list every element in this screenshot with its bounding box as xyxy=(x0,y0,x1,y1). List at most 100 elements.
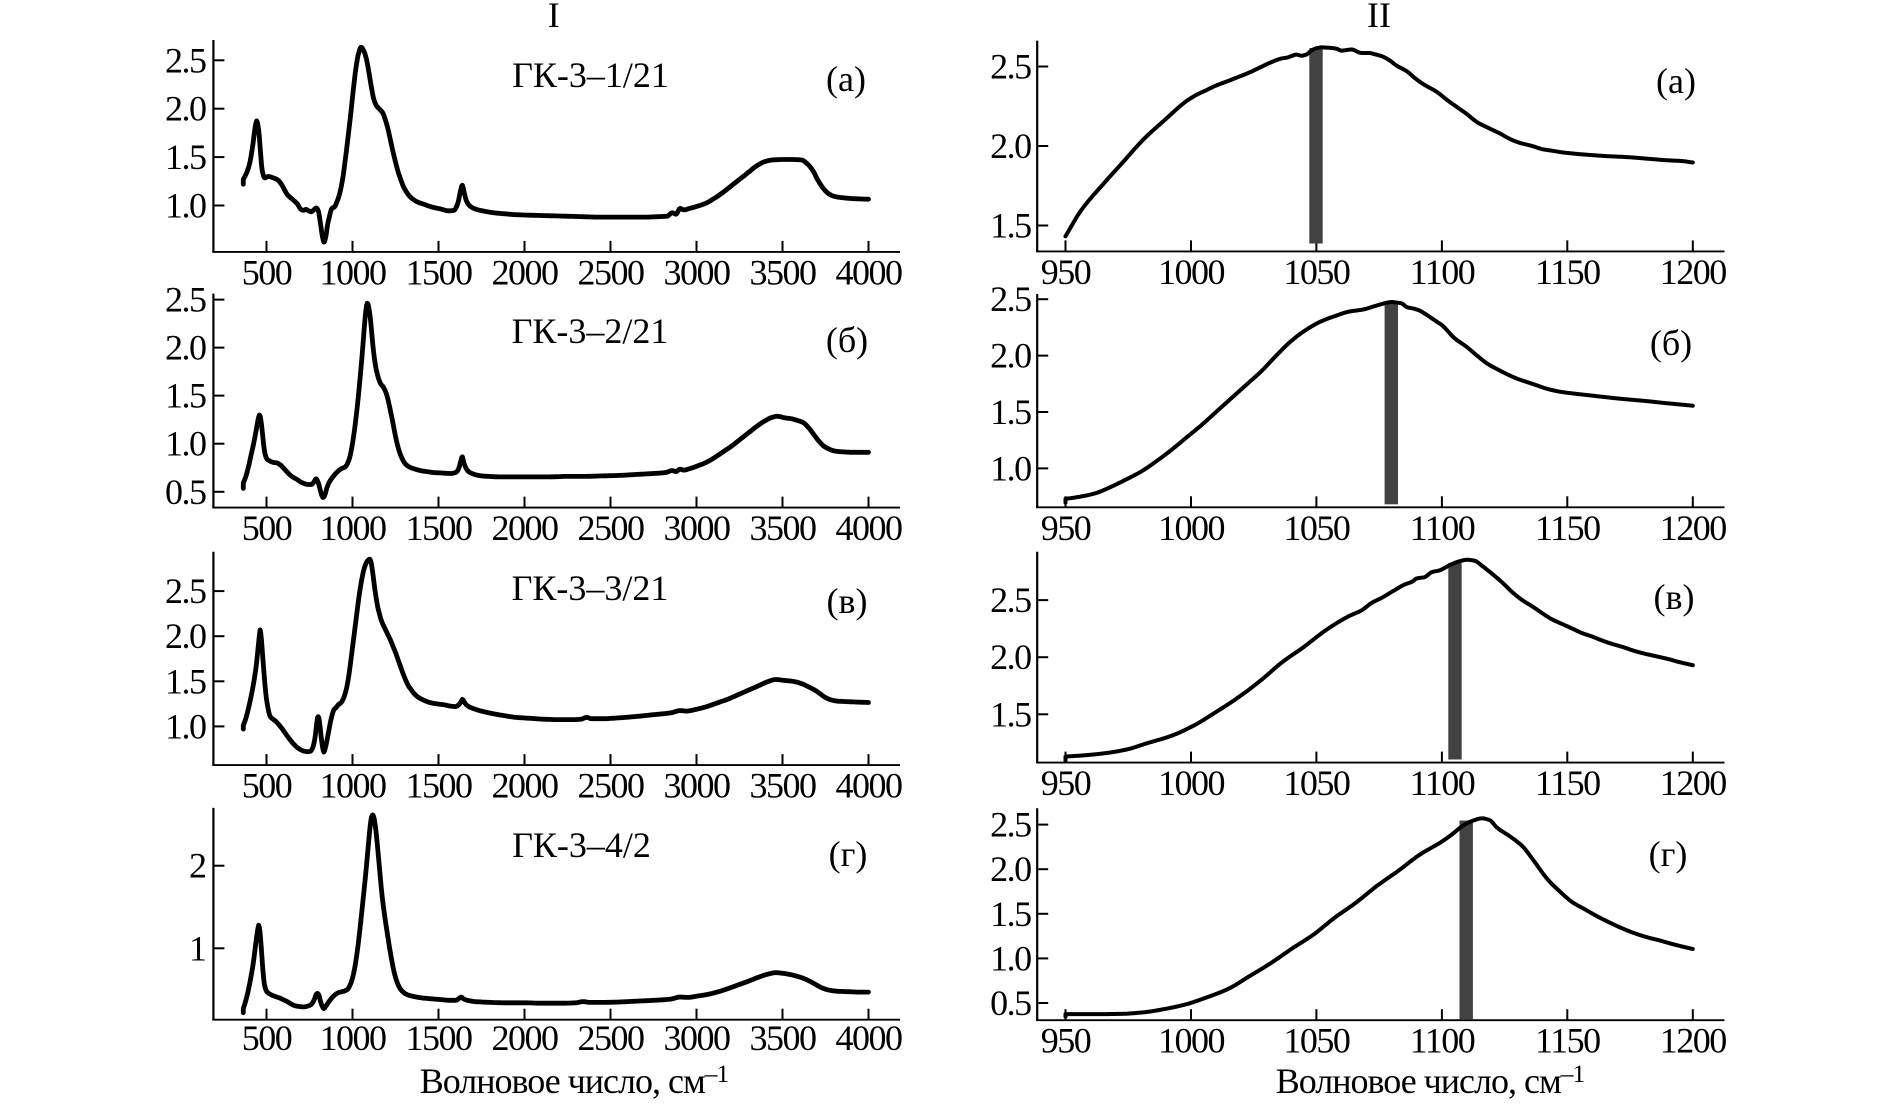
svg-text:1.5: 1.5 xyxy=(990,894,1031,934)
svg-text:1.5: 1.5 xyxy=(990,694,1031,734)
svg-text:0.5: 0.5 xyxy=(165,472,206,512)
svg-text:2.0: 2.0 xyxy=(990,336,1031,376)
svg-text:2.0: 2.0 xyxy=(165,328,206,368)
svg-text:3000: 3000 xyxy=(664,508,731,548)
svg-text:Волновое число, см–1: Волновое число, см–1 xyxy=(1276,1059,1585,1101)
svg-text:4000: 4000 xyxy=(836,766,903,806)
svg-text:1150: 1150 xyxy=(1535,508,1600,548)
svg-text:1.5: 1.5 xyxy=(165,137,206,177)
svg-text:2.0: 2.0 xyxy=(990,637,1031,677)
svg-text:ГК-3–2/21: ГК-3–2/21 xyxy=(512,311,669,351)
svg-text:1000: 1000 xyxy=(1158,763,1225,803)
svg-text:1050: 1050 xyxy=(1283,1021,1350,1061)
svg-text:1000: 1000 xyxy=(320,252,387,292)
svg-text:1.0: 1.0 xyxy=(165,706,206,746)
svg-text:1.0: 1.0 xyxy=(165,424,206,464)
svg-text:1200: 1200 xyxy=(1660,508,1727,548)
svg-text:(г): (г) xyxy=(1649,834,1688,874)
svg-text:500: 500 xyxy=(242,508,292,548)
svg-text:1000: 1000 xyxy=(320,508,387,548)
svg-text:500: 500 xyxy=(242,252,292,292)
svg-text:950: 950 xyxy=(1041,1021,1091,1061)
svg-text:1150: 1150 xyxy=(1535,1021,1600,1061)
svg-text:1050: 1050 xyxy=(1283,763,1350,803)
svg-text:1000: 1000 xyxy=(1158,508,1225,548)
svg-text:1100: 1100 xyxy=(1410,252,1475,292)
svg-text:2500: 2500 xyxy=(578,508,645,548)
svg-text:3500: 3500 xyxy=(750,766,817,806)
svg-text:1500: 1500 xyxy=(406,252,473,292)
svg-text:2.5: 2.5 xyxy=(990,47,1031,87)
svg-text:1100: 1100 xyxy=(1410,508,1475,548)
svg-text:1500: 1500 xyxy=(406,1018,473,1058)
svg-text:2.5: 2.5 xyxy=(165,40,206,80)
svg-text:1.0: 1.0 xyxy=(990,938,1031,978)
svg-text:3000: 3000 xyxy=(664,252,731,292)
svg-text:3500: 3500 xyxy=(750,508,817,548)
svg-text:(в): (в) xyxy=(1654,577,1695,617)
svg-text:2000: 2000 xyxy=(492,252,559,292)
svg-text:3000: 3000 xyxy=(664,1018,731,1058)
svg-text:(а): (а) xyxy=(826,59,866,99)
svg-text:2000: 2000 xyxy=(492,766,559,806)
svg-text:2.5: 2.5 xyxy=(165,280,206,320)
svg-text:3500: 3500 xyxy=(750,252,817,292)
svg-text:2000: 2000 xyxy=(492,508,559,548)
svg-text:ГК-3–4/2: ГК-3–4/2 xyxy=(512,825,651,865)
svg-text:1000: 1000 xyxy=(320,766,387,806)
svg-text:1200: 1200 xyxy=(1660,763,1727,803)
svg-text:2500: 2500 xyxy=(578,1018,645,1058)
svg-text:(а): (а) xyxy=(1656,61,1696,101)
svg-text:(б): (б) xyxy=(1650,323,1692,363)
svg-text:4000: 4000 xyxy=(836,252,903,292)
svg-text:ГК-3–1/21: ГК-3–1/21 xyxy=(512,55,669,95)
svg-text:950: 950 xyxy=(1041,763,1091,803)
svg-text:1.0: 1.0 xyxy=(990,448,1031,488)
svg-text:4000: 4000 xyxy=(836,1018,903,1058)
svg-text:2.0: 2.0 xyxy=(990,126,1031,166)
svg-text:2.5: 2.5 xyxy=(990,580,1031,620)
svg-text:2.0: 2.0 xyxy=(990,849,1031,889)
svg-text:I: I xyxy=(548,0,560,35)
svg-text:2.5: 2.5 xyxy=(990,805,1031,845)
svg-text:0.5: 0.5 xyxy=(990,983,1031,1023)
svg-text:3000: 3000 xyxy=(664,766,731,806)
svg-text:2.5: 2.5 xyxy=(165,571,206,611)
svg-text:1200: 1200 xyxy=(1660,252,1727,292)
svg-text:1000: 1000 xyxy=(320,1018,387,1058)
svg-text:500: 500 xyxy=(242,1018,292,1058)
svg-text:2500: 2500 xyxy=(578,766,645,806)
svg-text:950: 950 xyxy=(1041,508,1091,548)
svg-text:500: 500 xyxy=(242,766,292,806)
svg-text:1.5: 1.5 xyxy=(990,206,1031,246)
svg-text:2.5: 2.5 xyxy=(990,279,1031,319)
svg-text:Волновое число, см–1: Волновое число, см–1 xyxy=(420,1059,729,1101)
svg-text:2.0: 2.0 xyxy=(165,89,206,129)
svg-text:1100: 1100 xyxy=(1410,763,1475,803)
svg-text:1150: 1150 xyxy=(1535,763,1600,803)
svg-text:1150: 1150 xyxy=(1535,252,1600,292)
svg-text:1: 1 xyxy=(189,928,206,968)
svg-text:2000: 2000 xyxy=(492,1018,559,1058)
svg-text:1050: 1050 xyxy=(1283,508,1350,548)
svg-text:2500: 2500 xyxy=(578,252,645,292)
svg-text:2.0: 2.0 xyxy=(165,616,206,656)
svg-text:ГК-3–3/21: ГК-3–3/21 xyxy=(512,568,669,608)
svg-text:(в): (в) xyxy=(827,581,868,621)
svg-text:1.5: 1.5 xyxy=(990,392,1031,432)
svg-text:1500: 1500 xyxy=(406,508,473,548)
svg-text:1.5: 1.5 xyxy=(165,661,206,701)
svg-text:1000: 1000 xyxy=(1158,1021,1225,1061)
svg-text:1050: 1050 xyxy=(1283,252,1350,292)
svg-text:(б): (б) xyxy=(826,320,868,360)
svg-text:4000: 4000 xyxy=(836,508,903,548)
svg-text:1100: 1100 xyxy=(1410,1021,1475,1061)
svg-text:1500: 1500 xyxy=(406,766,473,806)
svg-text:3500: 3500 xyxy=(750,1018,817,1058)
svg-text:1200: 1200 xyxy=(1660,1021,1727,1061)
svg-text:II: II xyxy=(1367,0,1391,35)
svg-text:1.5: 1.5 xyxy=(165,376,206,416)
svg-text:1.0: 1.0 xyxy=(165,186,206,226)
svg-text:1000: 1000 xyxy=(1158,252,1225,292)
svg-text:2: 2 xyxy=(189,846,206,886)
